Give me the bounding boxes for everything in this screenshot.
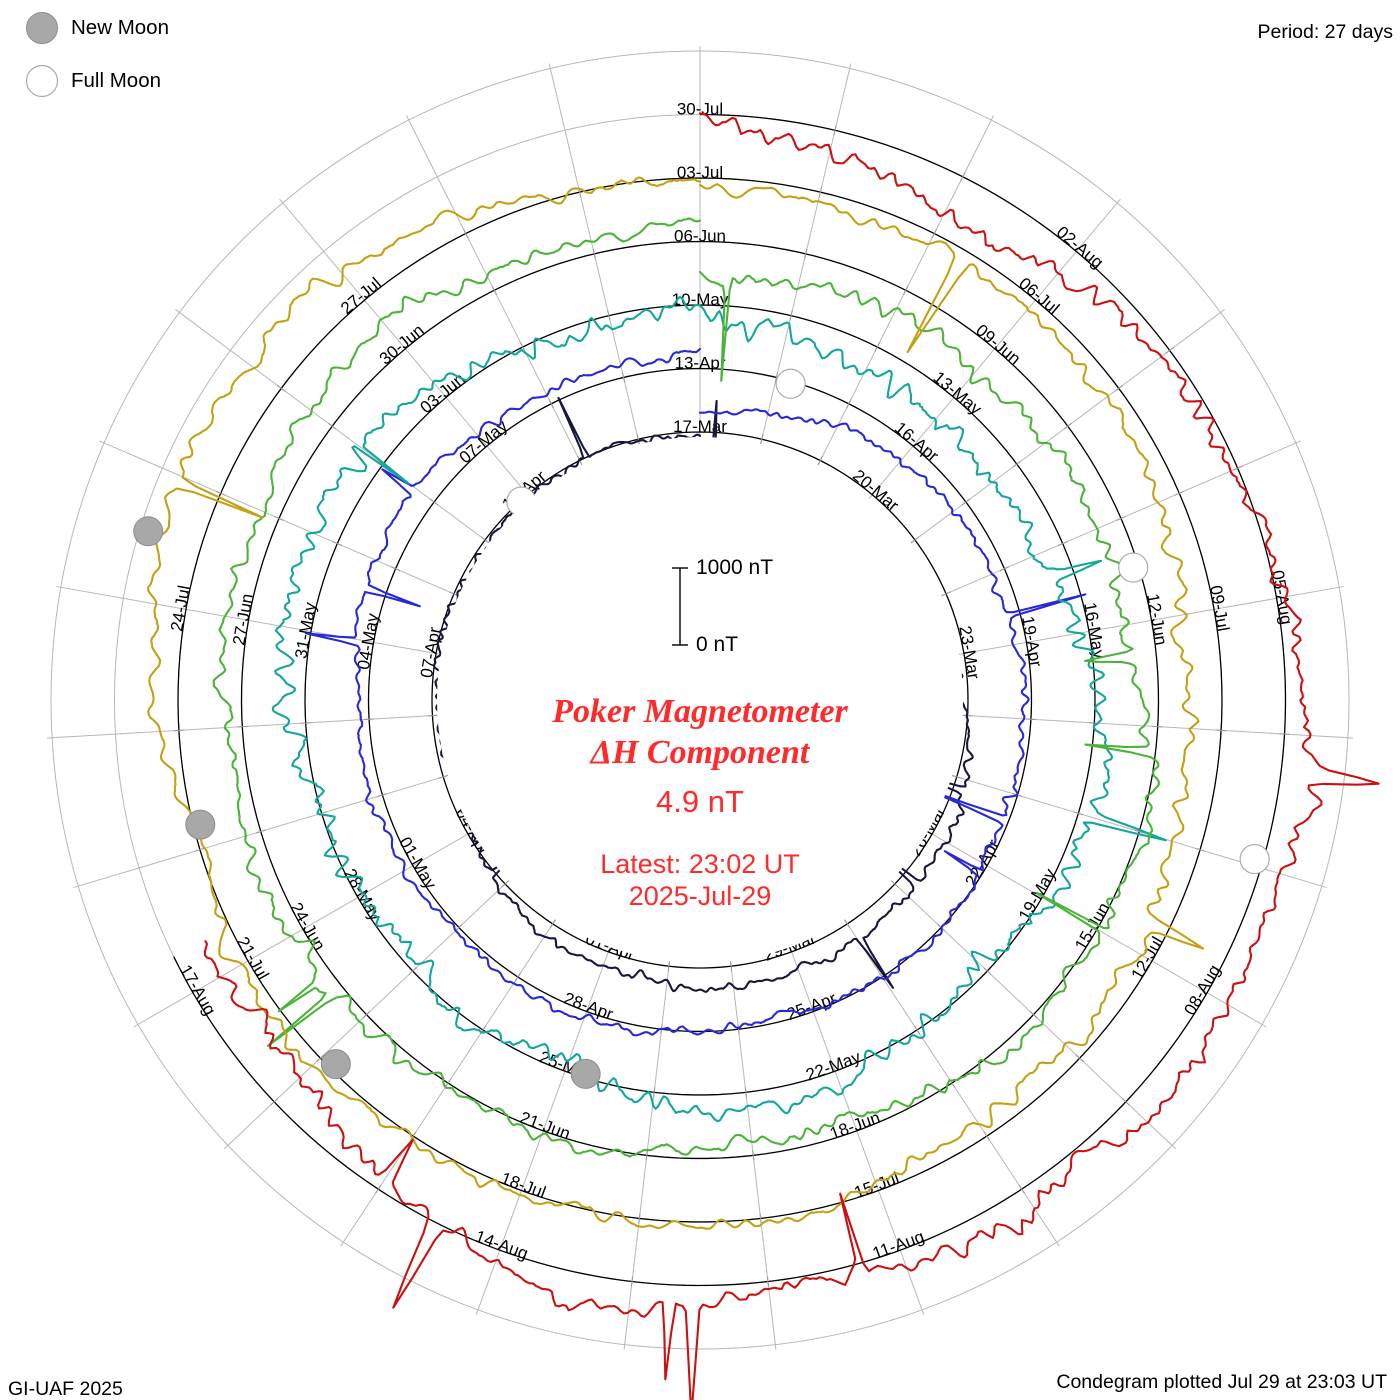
svg-text:Latest: 23:02 UT: Latest: 23:02 UT	[600, 849, 800, 879]
svg-text:ΔH Component: ΔH Component	[589, 734, 811, 771]
svg-text:Poker Magnetometer: Poker Magnetometer	[551, 693, 848, 730]
svg-text:2025-Jul-29: 2025-Jul-29	[629, 881, 772, 911]
svg-text:GI-UAF 2025: GI-UAF 2025	[8, 1378, 123, 1400]
svg-text:03-Jul: 03-Jul	[677, 163, 723, 182]
svg-text:New Moon: New Moon	[71, 16, 169, 39]
svg-text:13-Apr: 13-Apr	[674, 354, 725, 373]
svg-text:4.9 nT: 4.9 nT	[656, 784, 744, 819]
svg-text:Condegram plotted Jul 29 at 23: Condegram plotted Jul 29 at 23:03 UT	[1056, 1371, 1387, 1393]
svg-text:30-Jul: 30-Jul	[677, 100, 723, 119]
svg-text:Period: 27 days: Period: 27 days	[1257, 21, 1393, 43]
svg-text:0 nT: 0 nT	[696, 633, 738, 656]
svg-text:1000 nT: 1000 nT	[696, 556, 773, 579]
svg-text:06-Jun: 06-Jun	[674, 227, 726, 246]
svg-text:17-Mar: 17-Mar	[673, 417, 727, 436]
svg-text:Full Moon: Full Moon	[71, 69, 161, 92]
